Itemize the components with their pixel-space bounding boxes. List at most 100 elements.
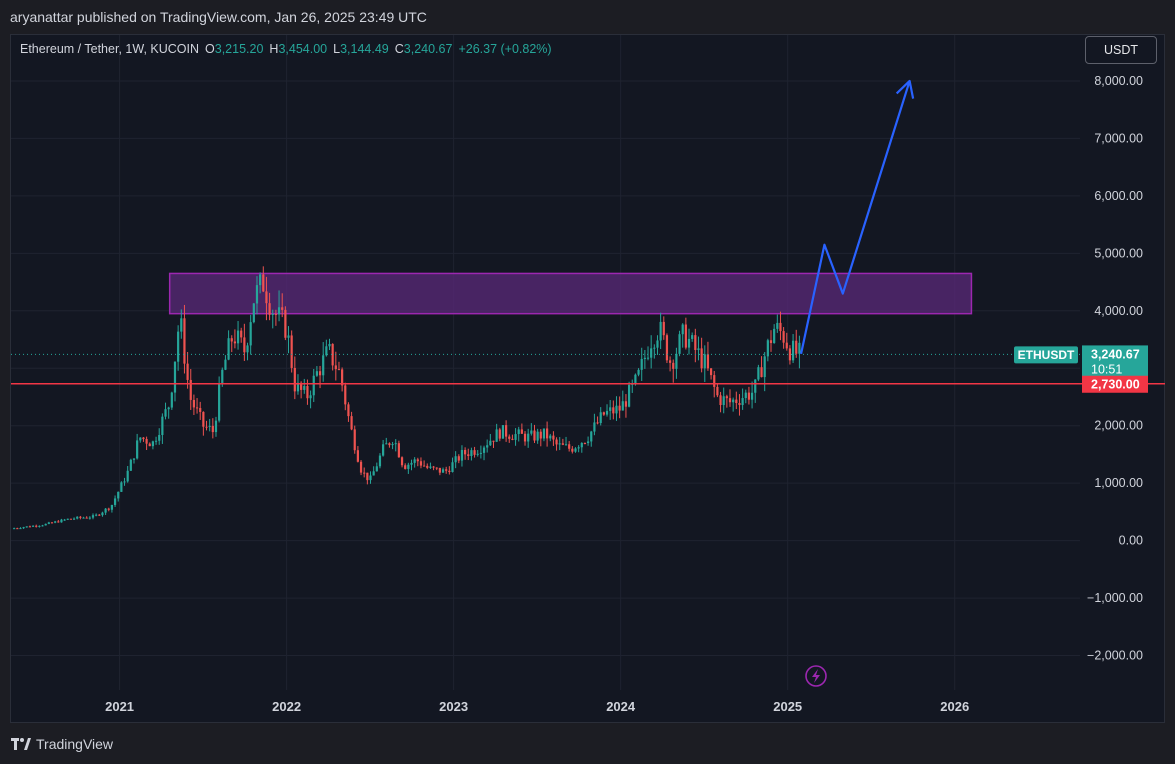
candle-body <box>366 472 369 481</box>
candle-body <box>211 425 214 433</box>
candle-body <box>91 515 95 518</box>
candle-body <box>382 444 385 456</box>
candle-body <box>593 422 596 432</box>
candle-body <box>741 398 744 406</box>
candle-body <box>167 407 170 410</box>
candle-body <box>700 348 703 369</box>
candle-body <box>665 335 669 361</box>
candle-body <box>766 340 769 357</box>
candle-body <box>697 348 700 351</box>
symbol-name: Ethereum / Tether, 1W, KUCOIN <box>20 42 200 56</box>
candle-body <box>110 504 114 510</box>
symbol-tag-bg <box>1014 346 1078 364</box>
candle-body <box>662 321 665 336</box>
candle-body <box>514 434 517 440</box>
candle-body <box>795 340 798 354</box>
candle-body <box>533 430 536 441</box>
candle-body <box>142 437 145 439</box>
candle-body <box>615 405 618 414</box>
candle-body <box>230 338 233 342</box>
candle-body <box>489 440 492 446</box>
candle-body <box>69 518 73 520</box>
support-price-label: 2,730.00 <box>1091 377 1140 391</box>
candle-body <box>224 359 227 370</box>
candle-body <box>482 447 486 453</box>
candle-body <box>350 416 353 430</box>
candle-body <box>303 386 306 390</box>
y-tick-label: 8,000.00 <box>1094 74 1143 88</box>
candle-body <box>95 514 98 516</box>
candle-body <box>464 449 467 455</box>
candle-body <box>284 309 287 338</box>
candle-body <box>634 374 637 383</box>
candle-body <box>410 462 413 465</box>
candle-body <box>271 313 274 315</box>
candle-body <box>189 379 192 400</box>
candle-body <box>44 523 47 526</box>
candle-body <box>88 517 91 519</box>
change-value: +26.37 (+0.82%) <box>458 42 552 56</box>
candle-body <box>479 452 482 454</box>
candles-layer <box>13 266 801 530</box>
candle-body <box>426 465 429 468</box>
open-label: O <box>205 42 215 56</box>
candle-body <box>151 441 155 447</box>
candle-body <box>470 450 473 457</box>
candle-body <box>400 457 404 466</box>
candle-body <box>57 521 60 523</box>
candle-body <box>454 456 457 463</box>
projection-arrow-path <box>799 80 911 355</box>
candle-body <box>397 443 400 458</box>
close-label: C <box>394 42 404 56</box>
candle-body <box>646 357 650 359</box>
candle-body <box>337 369 341 371</box>
candle-body <box>457 456 460 461</box>
y-tick-label: 6,000.00 <box>1094 189 1143 203</box>
candle-body <box>76 516 79 519</box>
candle-body <box>763 356 766 378</box>
candle-body <box>375 466 378 472</box>
x-tick-label: 2025 <box>773 699 802 714</box>
currency-button[interactable]: USDT <box>1085 36 1157 64</box>
candle-body <box>378 455 382 467</box>
candle-body <box>325 346 328 356</box>
resistance-zone <box>168 272 973 315</box>
candle-body <box>322 355 325 376</box>
close-value: 3,240.67 <box>403 42 453 56</box>
candle-body <box>129 459 132 471</box>
candle-body <box>158 435 161 441</box>
candle-body <box>552 435 555 440</box>
candle-body <box>246 345 249 353</box>
candle-body <box>539 431 542 439</box>
price-lines-layer <box>11 353 1165 385</box>
candle-body <box>309 395 312 399</box>
chart-frame[interactable] <box>10 34 1165 723</box>
candle-body <box>744 392 747 399</box>
candle-body <box>505 425 508 437</box>
candle-body <box>798 342 801 354</box>
candle-body <box>419 461 423 466</box>
candle-body <box>706 354 710 369</box>
candle-body <box>754 379 757 393</box>
candle-body <box>441 469 445 473</box>
candle-body <box>277 307 281 315</box>
candle-body <box>293 367 296 392</box>
y-tick-label: 4,000.00 <box>1094 304 1143 318</box>
candle-body <box>643 357 646 359</box>
candle-body <box>120 482 123 492</box>
candle-body <box>356 450 359 462</box>
candle-body <box>233 341 237 344</box>
lightning-icon[interactable] <box>805 665 827 687</box>
candle-body <box>473 450 476 455</box>
candle-body <box>574 448 577 452</box>
low-value: 3,144.49 <box>340 42 389 56</box>
candle-body <box>22 527 25 529</box>
candle-body <box>687 338 691 348</box>
candle-body <box>136 440 139 459</box>
candle-body <box>177 331 180 362</box>
candle-body <box>117 491 120 499</box>
support-price-tag-bg <box>1082 375 1148 393</box>
candle-body <box>725 396 728 399</box>
candle-body <box>438 467 441 473</box>
